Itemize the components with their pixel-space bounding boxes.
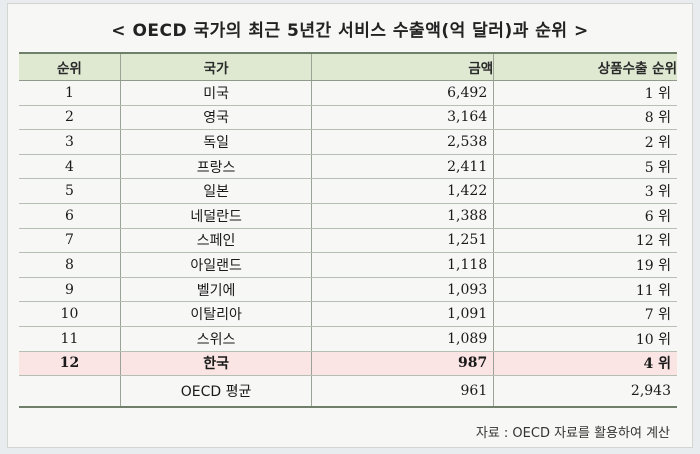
amount-cell: 1,093: [311, 277, 495, 303]
header-country: 국가: [119, 52, 313, 81]
table-title: < OECD 국가의 최근 5년간 서비스 수출액(억 달러)과 순위 >: [111, 21, 589, 41]
amount-cell: 1,091: [311, 301, 495, 327]
rank-cell: 5: [19, 178, 121, 204]
table-row-oecd-average: OECD 평균 961 2,943: [19, 375, 677, 409]
rank-cell: 12: [19, 351, 121, 377]
goods-rank-cell: 19 위: [493, 252, 677, 278]
country-cell: 프랑스: [119, 154, 313, 180]
table-row: 10 이탈리아 1,091 7 위: [19, 301, 677, 327]
goods-rank-cell: 3 위: [493, 178, 677, 204]
goods-rank-cell: 4 위: [493, 351, 677, 377]
rank-cell: 1: [19, 80, 121, 106]
country-cell: 벨기에: [119, 277, 313, 303]
table-row: 7 스페인 1,251 12 위: [19, 228, 677, 254]
country-cell: 아일랜드: [119, 252, 313, 278]
table-row: 9 벨기에 1,093 11 위: [19, 277, 677, 303]
country-cell: 독일: [119, 129, 313, 155]
amount-cell: 6,492: [311, 80, 495, 106]
document-page: < OECD 국가의 최근 5년간 서비스 수출액(억 달러)과 순위 > 순위…: [7, 3, 693, 448]
amount-cell: 2,538: [311, 129, 495, 155]
goods-rank-cell: 7 위: [493, 301, 677, 327]
country-cell: 스페인: [119, 228, 313, 254]
goods-rank-cell: 1 위: [493, 80, 677, 106]
table-row: 5 일본 1,422 3 위: [19, 178, 677, 204]
amount-cell: 961: [311, 375, 495, 409]
table-header-row: 순위 국가 금액 상품수출 순위: [19, 52, 677, 81]
rank-cell: 6: [19, 203, 121, 229]
rank-cell: 4: [19, 154, 121, 180]
country-cell: 이탈리아: [119, 301, 313, 327]
rank-cell: 7: [19, 228, 121, 254]
amount-cell: 987: [311, 351, 495, 377]
goods-rank-cell: 2 위: [493, 129, 677, 155]
amount-cell: 1,089: [311, 326, 495, 352]
table-row-highlighted-korea: 12 한국 987 4 위: [19, 351, 677, 377]
amount-cell: 1,422: [311, 178, 495, 204]
amount-cell: 1,118: [311, 252, 495, 278]
table-row: 6 네덜란드 1,388 6 위: [19, 203, 677, 229]
country-cell: 미국: [119, 80, 313, 106]
goods-rank-cell: 10 위: [493, 326, 677, 352]
country-cell: 네덜란드: [119, 203, 313, 229]
rank-cell: 3: [19, 129, 121, 155]
rank-cell: 9: [19, 277, 121, 303]
amount-cell: 1,388: [311, 203, 495, 229]
country-cell: 스위스: [119, 326, 313, 352]
header-rank: 순위: [19, 52, 121, 81]
table-row: 1 미국 6,492 1 위: [19, 80, 677, 106]
country-cell: 영국: [119, 105, 313, 131]
rank-cell: 10: [19, 301, 121, 327]
goods-rank-cell: 2,943: [493, 375, 677, 409]
goods-rank-cell: 5 위: [493, 154, 677, 180]
goods-rank-cell: 6 위: [493, 203, 677, 229]
source-note: 자료 : OECD 자료를 활용하여 계산: [475, 426, 670, 441]
goods-rank-cell: 8 위: [493, 105, 677, 131]
table-row: 8 아일랜드 1,118 19 위: [19, 252, 677, 278]
goods-rank-cell: 12 위: [493, 228, 677, 254]
table-row: 3 독일 2,538 2 위: [19, 129, 677, 155]
export-ranking-table: 순위 국가 금액 상품수출 순위 1 미국 6,492 1 위 2 영국 3,1…: [19, 52, 677, 409]
table-row: 2 영국 3,164 8 위: [19, 105, 677, 131]
amount-cell: 3,164: [311, 105, 495, 131]
country-cell: OECD 평균: [119, 375, 313, 409]
rank-cell: [19, 375, 121, 409]
rank-cell: 11: [19, 326, 121, 352]
amount-cell: 2,411: [311, 154, 495, 180]
rank-cell: 2: [19, 105, 121, 131]
table-row: 4 프랑스 2,411 5 위: [19, 154, 677, 180]
header-goods-rank: 상품수출 순위: [493, 52, 677, 81]
header-amount: 금액: [311, 52, 495, 81]
goods-rank-cell: 11 위: [493, 277, 677, 303]
country-cell: 일본: [119, 178, 313, 204]
country-cell: 한국: [119, 351, 313, 377]
amount-cell: 1,251: [311, 228, 495, 254]
rank-cell: 8: [19, 252, 121, 278]
table-row: 11 스위스 1,089 10 위: [19, 326, 677, 352]
